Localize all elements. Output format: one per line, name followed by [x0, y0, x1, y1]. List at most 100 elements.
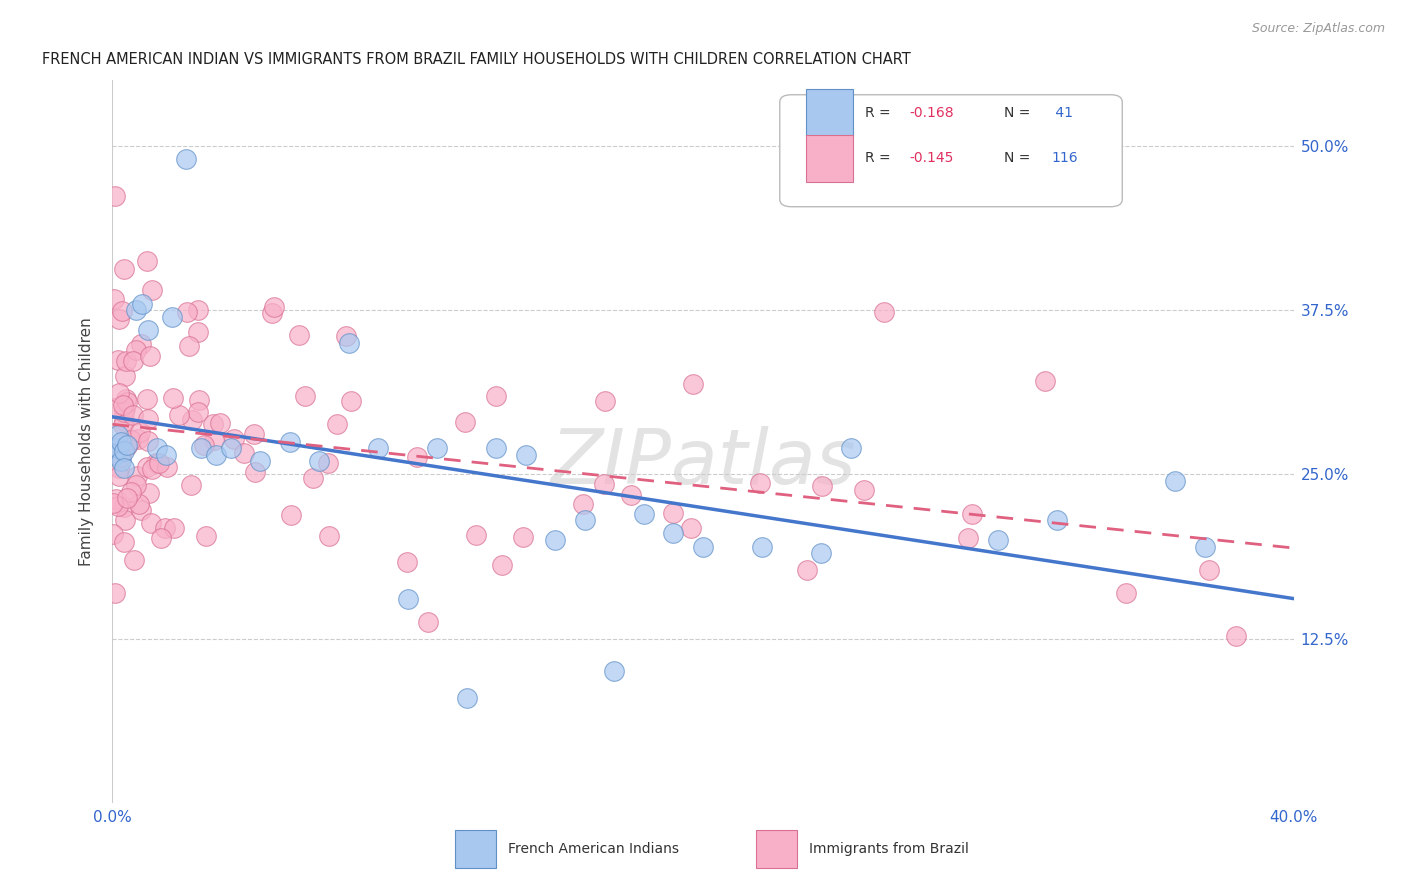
Point [245, 465, 267, 479]
Point [135, 392, 157, 406]
Point [280, 508, 302, 523]
Point [1046, 513, 1069, 527]
Bar [456, 830, 496, 868]
Point [957, 531, 980, 545]
Point [108, 469, 131, 483]
Point [751, 540, 773, 554]
Point [202, 417, 225, 431]
Point [162, 391, 184, 405]
Point [318, 456, 340, 470]
Point [278, 434, 301, 449]
Point [810, 546, 832, 560]
Point [121, 408, 143, 422]
Point [544, 533, 567, 547]
Point [456, 690, 478, 705]
Point [682, 377, 704, 392]
Point [603, 665, 626, 679]
Point [287, 327, 309, 342]
Point [150, 532, 173, 546]
Point [512, 530, 534, 544]
Point [748, 476, 770, 491]
Point [335, 329, 357, 343]
Text: Immigrants from Brazil: Immigrants from Brazil [810, 842, 969, 856]
Point [138, 486, 160, 500]
Point [873, 305, 896, 319]
Point [107, 441, 129, 455]
Point [114, 401, 136, 416]
FancyBboxPatch shape [780, 95, 1122, 207]
Bar [756, 830, 797, 868]
Point [115, 439, 138, 453]
Point [155, 448, 177, 462]
Point [120, 433, 142, 447]
Point [148, 456, 170, 470]
Text: N =: N = [1004, 105, 1035, 120]
Point [662, 526, 685, 541]
Point [103, 401, 125, 415]
Text: 41: 41 [1052, 105, 1073, 120]
Point [111, 303, 134, 318]
Point [1115, 586, 1137, 600]
Point [125, 343, 148, 358]
Point [205, 448, 228, 462]
Point [146, 441, 169, 455]
Text: R =: R = [865, 105, 894, 120]
Point [187, 325, 209, 339]
Point [103, 292, 125, 306]
Point [112, 460, 135, 475]
Point [195, 529, 218, 543]
Point [852, 483, 875, 497]
Point [131, 296, 153, 310]
Point [515, 448, 537, 462]
Point [193, 437, 215, 451]
Point [112, 443, 135, 458]
Point [679, 520, 702, 534]
Point [222, 432, 245, 446]
Point [326, 417, 349, 431]
Point [112, 414, 135, 428]
Point [318, 529, 340, 543]
Point [115, 392, 138, 406]
Point [574, 513, 596, 527]
Point [112, 262, 135, 277]
Point [796, 563, 818, 577]
Point [129, 503, 152, 517]
Point [1225, 629, 1247, 643]
Point [187, 392, 209, 407]
Point [187, 303, 209, 318]
Text: -0.145: -0.145 [910, 152, 955, 165]
Point [114, 513, 136, 527]
Point [177, 339, 200, 353]
Point [960, 507, 983, 521]
Point [125, 469, 148, 483]
Point [263, 300, 285, 314]
Point [232, 445, 254, 459]
Point [1194, 540, 1216, 554]
Point [127, 432, 149, 446]
Text: ZIPatlas: ZIPatlas [550, 426, 856, 500]
Point [104, 188, 127, 202]
Point [339, 393, 361, 408]
Point [337, 336, 360, 351]
Bar [806, 135, 853, 182]
Point [122, 354, 145, 368]
Point [117, 438, 138, 452]
Point [129, 337, 152, 351]
Point [139, 516, 162, 530]
Point [167, 409, 190, 423]
Point [141, 283, 163, 297]
Point [110, 434, 132, 449]
Point [308, 454, 330, 468]
Point [160, 310, 183, 324]
Point [1198, 563, 1220, 577]
Point [139, 349, 162, 363]
Point [112, 535, 135, 549]
Point [107, 499, 129, 513]
Point [112, 405, 135, 419]
Point [202, 433, 225, 447]
Point [633, 507, 655, 521]
Point [111, 398, 134, 412]
Point [405, 450, 427, 464]
Point [294, 389, 316, 403]
Text: 116: 116 [1052, 152, 1078, 165]
